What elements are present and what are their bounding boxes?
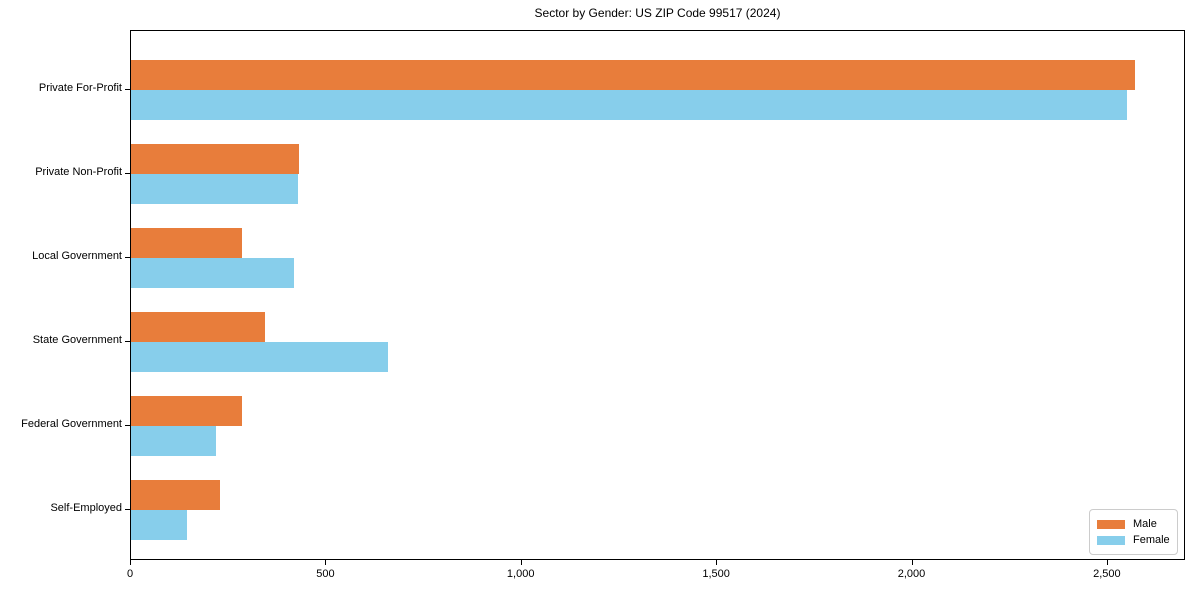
bar-female-0 bbox=[131, 89, 1128, 120]
ytick-label-3: State Government bbox=[32, 334, 122, 346]
bar-male-3 bbox=[131, 311, 265, 342]
bar-female-3 bbox=[131, 341, 389, 372]
ytick-mark-3 bbox=[125, 340, 130, 342]
bar-male-1 bbox=[131, 143, 299, 174]
ytick-label-1: Private Non-Profit bbox=[35, 166, 122, 178]
bar-female-5 bbox=[131, 509, 187, 540]
ytick-label-4: Federal Government bbox=[21, 418, 122, 430]
ytick-mark-2 bbox=[125, 256, 130, 258]
legend-item-male: Male bbox=[1097, 517, 1177, 530]
ytick-label-2: Local Government bbox=[32, 250, 122, 262]
legend-item-female: Female bbox=[1097, 533, 1177, 546]
legend: Male Female bbox=[1089, 509, 1178, 555]
bar-female-1 bbox=[131, 173, 298, 204]
bar-male-2 bbox=[131, 227, 243, 258]
ytick-mark-1 bbox=[125, 172, 130, 174]
ytick-mark-0 bbox=[125, 88, 130, 90]
xtick-mark-2 bbox=[520, 560, 522, 565]
xtick-mark-3 bbox=[716, 560, 718, 565]
bar-female-4 bbox=[131, 425, 217, 456]
xtick-mark-0 bbox=[130, 560, 131, 565]
xtick-mark-4 bbox=[911, 560, 913, 565]
xtick-label-2: 1,000 bbox=[506, 568, 535, 580]
female-swatch-icon bbox=[1097, 535, 1125, 545]
legend-label-male: Male bbox=[1133, 517, 1157, 530]
ytick-mark-5 bbox=[125, 508, 130, 510]
plot-area bbox=[130, 30, 1185, 560]
bar-female-2 bbox=[131, 257, 295, 288]
bar-male-0 bbox=[131, 59, 1136, 90]
xtick-label-1: 500 bbox=[316, 568, 335, 580]
bar-male-4 bbox=[131, 395, 242, 426]
xtick-mark-5 bbox=[1106, 560, 1108, 565]
xtick-label-4: 2,000 bbox=[897, 568, 926, 580]
ytick-label-5: Self-Employed bbox=[50, 502, 122, 514]
ytick-label-0: Private For-Profit bbox=[38, 82, 122, 94]
bar-male-5 bbox=[131, 479, 221, 510]
xtick-label-0: 0 bbox=[126, 568, 134, 580]
ytick-mark-4 bbox=[125, 424, 130, 426]
xtick-mark-1 bbox=[325, 560, 327, 565]
chart-title: Sector by Gender: US ZIP Code 99517 (202… bbox=[534, 6, 781, 20]
xtick-label-5: 2,500 bbox=[1093, 568, 1121, 580]
male-swatch-icon bbox=[1097, 519, 1125, 529]
legend-label-female: Female bbox=[1133, 533, 1170, 546]
xtick-label-3: 1,500 bbox=[702, 568, 730, 580]
